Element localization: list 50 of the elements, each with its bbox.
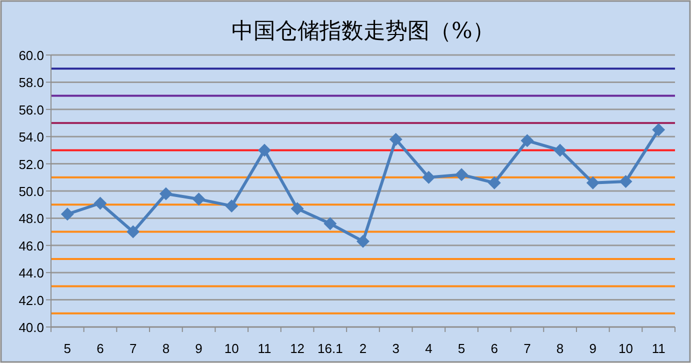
x-tick-label: 2 [359, 341, 367, 356]
point [488, 176, 501, 190]
point [554, 144, 567, 157]
point [126, 225, 140, 238]
x-tick-label: 6 [490, 341, 498, 356]
y-tick-label: 42.0 [18, 292, 44, 308]
y-tick-label: 56.0 [18, 102, 44, 118]
y-tick-label: 50.0 [18, 184, 44, 199]
y-tick-label: 54.0 [18, 130, 44, 145]
x-tick-label: 6 [96, 341, 104, 356]
x-tick-label: 5 [64, 341, 72, 356]
point [389, 132, 402, 146]
x-tick-label: 9 [195, 341, 202, 356]
x-tick-label: 4 [425, 341, 432, 356]
x-tick-label: 11 [258, 341, 272, 356]
point [455, 168, 468, 182]
x-tick-label: 11 [652, 341, 666, 356]
y-tick-label: 44.0 [18, 266, 44, 281]
y-tick-label: 46.0 [18, 238, 44, 254]
x-tick-label: 8 [556, 341, 564, 356]
y-tick-label: 60.0 [18, 48, 44, 63]
point [356, 234, 370, 248]
point [94, 196, 107, 210]
point [324, 217, 337, 230]
x-tick-label: 3 [392, 341, 400, 356]
point [520, 134, 534, 148]
point [422, 170, 436, 184]
y-tick-label: 40.0 [18, 320, 44, 335]
x-tick-label: 10 [618, 341, 633, 356]
x-tick-label: 16.1 [318, 341, 343, 356]
point [60, 208, 74, 221]
y-tick-label: 58.0 [18, 75, 44, 90]
x-tick-label: 7 [129, 341, 137, 356]
x-tick-label: 8 [162, 341, 170, 356]
point [619, 174, 632, 188]
x-tick-label: 9 [589, 341, 597, 356]
point [225, 199, 238, 212]
y-tick-label: 48.0 [18, 211, 44, 226]
point [258, 144, 271, 157]
x-tick-label: 5 [458, 341, 466, 356]
point [586, 176, 600, 190]
point [192, 192, 206, 206]
point [652, 123, 666, 136]
point [290, 202, 304, 216]
chart-title: 中国仓储指数走势图（%） [232, 19, 494, 44]
x-tick-label: 12 [290, 341, 305, 356]
y-tick-label: 52.0 [18, 156, 44, 172]
x-tick-label: 7 [524, 341, 531, 356]
x-tick-label: 10 [224, 341, 239, 356]
point [159, 187, 172, 200]
